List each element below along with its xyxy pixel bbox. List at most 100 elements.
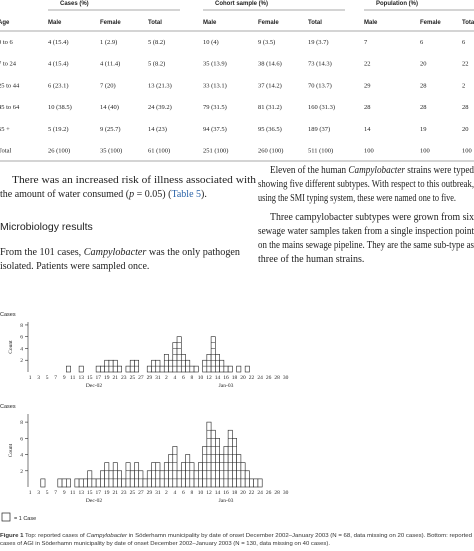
y-tick-label: 2 [20,358,23,364]
bar-divider [181,470,186,480]
bar [215,354,220,373]
bar-divider [172,348,178,367]
table-cell: 5 (8.2) [148,61,165,68]
table-cell: 9 (25.7) [100,126,121,133]
table-cell: 73 (14.3) [308,61,332,68]
bar [142,478,148,488]
column-header: Male [364,20,378,26]
table-cell: 24 (39.2) [148,104,172,111]
y-axis-title: Count [8,340,14,354]
bar [95,478,101,488]
bar [57,478,63,488]
bar [95,365,101,373]
table-cell: 81 (31.2) [258,104,282,111]
table-cell: 100 [462,148,472,155]
x-tick-label: 1 [29,375,32,381]
column-header: Female [258,20,279,26]
x-tick-label: 13 [78,490,84,496]
x-tick-label: 22 [249,375,255,381]
bar [172,446,178,488]
x-tick-label: 23 [121,490,127,496]
table-cell: 251 (100) [203,148,228,155]
x-tick-label: 3 [37,490,40,496]
x-tick-label: 17 [96,375,102,381]
x-tick-label: 29 [147,490,153,496]
bar-divider [151,470,156,480]
column-header: Age [0,20,10,26]
caption-label: Figure 1 [0,533,24,539]
bar-divider [211,438,216,480]
column-header: Male [203,20,217,26]
chart-label: Cases [0,404,16,410]
row-label: Total [0,148,11,155]
table-cell: 95 (36.5) [258,126,282,133]
x-tick-label: 20 [240,375,246,381]
table-cell: 6 [420,39,424,46]
bar [83,478,88,488]
paragraph-line: Eleven of the human Campylobacter strain… [270,165,474,176]
bar [227,429,233,488]
row-label: 0 to 6 [0,39,14,46]
bar [74,478,80,488]
bar-divider [219,462,224,480]
x-tick-label: 21 [113,375,119,381]
bar-divider [104,470,109,480]
text-run: p [128,189,134,200]
table-cell: 35 (13.9) [203,61,227,68]
table-cell: 61 (100) [148,148,170,155]
bar-divider [240,470,246,480]
x-tick-label: 30 [283,490,289,496]
table-cell: 9 (3.5) [258,39,275,46]
row-label: 65 + [0,126,10,133]
bar [202,446,208,488]
x-tick-label: 14 [215,490,221,496]
x-tick-label: 10 [198,375,204,381]
x-tick-label: 17 [96,490,102,496]
link[interactable]: Table 5 [171,189,201,200]
bar-divider [113,470,118,480]
text-run: Top: reported cases of [23,533,86,539]
table-cell: 160 (31.3) [308,104,335,111]
text-run: Campylobacter [84,247,147,258]
bar [125,365,131,373]
x-tick-label: 6 [182,490,185,496]
paragraph-line: using the SMI typing system, these were … [258,193,456,204]
text-run: strains were typed [405,165,474,176]
x-tick-label: 15 [87,490,93,496]
x-tick-label: 10 [198,490,204,496]
x-tick-label: 25 [130,375,136,381]
x-tick-label: 27 [138,490,144,496]
bar-divider [232,446,237,480]
bar-divider [172,454,178,480]
text-run: Campylobacter [348,165,405,176]
bar-divider [185,462,190,480]
x-tick-label: 2 [165,490,168,496]
bar-divider [215,359,220,367]
table-cell: 35 (100) [100,148,122,155]
row-label: 7 to 24 [0,61,17,68]
y-tick-label: 4 [20,453,23,459]
x-tick-label: 5 [46,375,49,381]
x-tick-label: 2 [165,375,168,381]
x-tick-label: 8 [191,490,194,496]
x-tick-label: 18 [232,375,238,381]
table-cell: 20 [462,126,469,133]
table-cell: 260 (100) [258,148,283,155]
x-tick-label: 30 [283,375,289,381]
x-tick-label: 22 [249,490,255,496]
x-tick-label: 31 [155,375,161,381]
bar [240,462,246,488]
group-header: Population (%) [376,1,418,7]
x-tick-label: 4 [174,490,177,496]
month-label: Jan-03 [219,498,234,504]
bar-divider [177,342,182,367]
x-tick-label: 29 [147,375,153,381]
bar [189,365,195,373]
table-cell: 4 (11.4) [100,61,120,68]
bar [189,462,195,488]
bar-divider [211,342,216,367]
paragraph-line: three of the human strains. [258,254,364,265]
bar [193,365,199,373]
